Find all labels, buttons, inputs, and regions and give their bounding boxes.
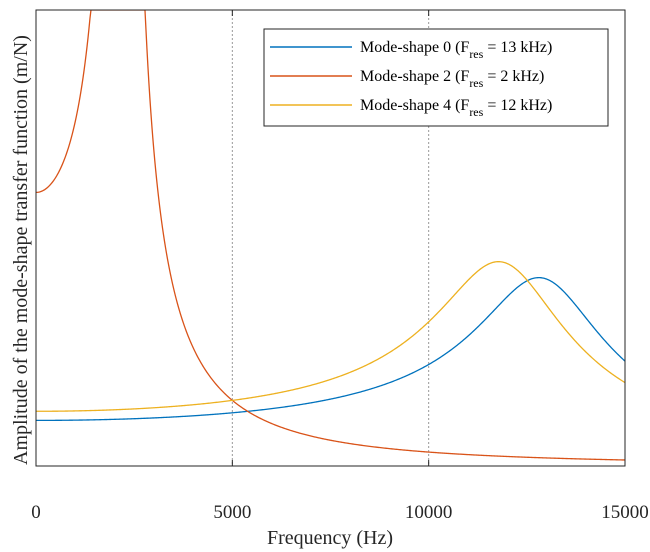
x-tick-label: 15000 <box>601 502 649 523</box>
x-ticks: 0 5000 10000 15000 <box>31 10 649 523</box>
legend: Mode-shape 0 (Fres = 13 kHz) Mode-shape 2… <box>263 28 609 127</box>
x-axis-label: Frequency (Hz) <box>267 527 393 549</box>
x-tick-label: 10000 <box>405 502 453 523</box>
series-line <box>36 261 625 412</box>
plot-area <box>36 10 625 461</box>
legend-label: Mode-shape 0 (Fres = 13 kHz) <box>360 39 552 61</box>
x-tick-label: 0 <box>31 502 41 523</box>
legend-label: Mode-shape 4 (Fres = 12 kHz) <box>360 97 552 119</box>
legend-label: Mode-shape 2 (Fres = 2 kHz) <box>360 68 544 90</box>
series-layer <box>36 10 625 461</box>
plot-frame <box>35 9 626 467</box>
y-axis-label: Amplitude of the mode-shape transfer fun… <box>10 35 32 465</box>
legend-box <box>263 28 609 127</box>
series-line <box>36 10 625 461</box>
x-tick-label: 5000 <box>213 502 251 523</box>
